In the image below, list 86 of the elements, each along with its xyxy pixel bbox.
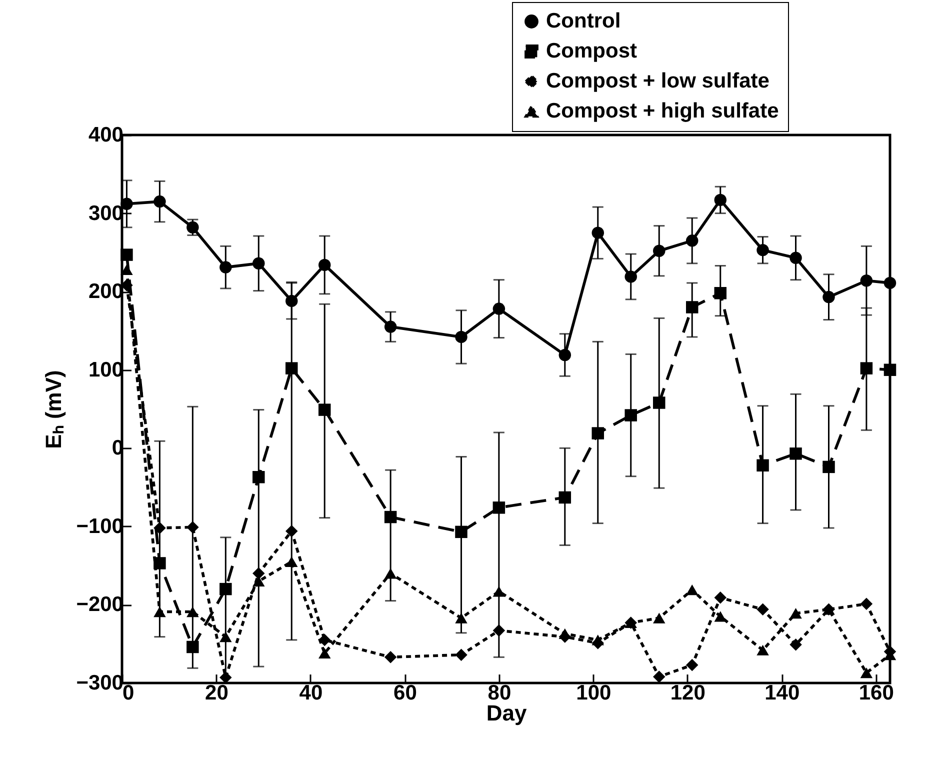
x-tick-label: 20 xyxy=(205,682,228,704)
point xyxy=(186,640,199,654)
point xyxy=(384,510,397,524)
point xyxy=(624,409,637,422)
point xyxy=(686,658,698,672)
point xyxy=(318,258,331,272)
point xyxy=(220,632,232,642)
x-tick-label: 60 xyxy=(394,682,417,704)
point xyxy=(252,257,265,270)
point xyxy=(285,362,298,374)
point xyxy=(285,294,298,308)
point xyxy=(186,606,199,618)
x-tick-label: 100 xyxy=(576,682,612,704)
point xyxy=(624,270,637,283)
point xyxy=(653,396,666,409)
y-tick-label: −200 xyxy=(76,593,124,616)
point xyxy=(154,606,166,618)
point xyxy=(220,261,232,274)
point xyxy=(653,244,666,257)
point xyxy=(455,648,468,661)
point xyxy=(790,252,802,264)
point xyxy=(860,274,873,287)
point xyxy=(884,364,896,376)
point xyxy=(455,330,468,344)
point xyxy=(714,287,727,300)
point xyxy=(860,362,873,374)
point xyxy=(756,459,769,472)
point xyxy=(455,612,468,624)
point xyxy=(686,234,698,247)
point xyxy=(756,603,769,616)
point xyxy=(790,608,802,619)
point xyxy=(822,460,835,474)
point xyxy=(455,526,468,538)
point xyxy=(558,348,572,362)
point xyxy=(884,276,896,290)
point xyxy=(860,668,873,678)
point xyxy=(154,557,166,570)
point xyxy=(154,195,166,208)
point xyxy=(860,598,873,610)
point xyxy=(592,226,604,239)
point xyxy=(120,198,133,210)
point xyxy=(592,634,604,646)
point xyxy=(592,427,604,440)
point xyxy=(120,264,133,275)
point xyxy=(653,670,666,683)
point xyxy=(285,525,298,538)
x-tick-label: 160 xyxy=(858,682,894,704)
point xyxy=(384,320,397,333)
point xyxy=(790,638,802,651)
legend-label: Compost + high sulfate xyxy=(546,100,779,122)
point xyxy=(318,634,331,646)
point xyxy=(558,491,572,504)
point xyxy=(822,290,835,304)
point xyxy=(790,448,802,460)
point xyxy=(756,244,769,256)
point xyxy=(714,194,727,206)
point xyxy=(492,502,506,514)
point xyxy=(154,522,166,534)
legend-label: Compost + low sulfate xyxy=(546,70,770,92)
point xyxy=(252,567,265,580)
point xyxy=(285,556,298,567)
legend-label: Compost xyxy=(546,40,637,62)
point xyxy=(686,584,698,596)
point xyxy=(384,568,397,579)
x-tick-label: 40 xyxy=(299,682,323,704)
x-tick-label: 140 xyxy=(764,682,800,704)
y-tick-label: 400 xyxy=(88,124,124,146)
x-tick-label: 120 xyxy=(670,682,706,704)
legend-label: Control xyxy=(546,10,621,32)
point xyxy=(384,651,397,664)
y-tick-label: −300 xyxy=(76,672,124,694)
point xyxy=(220,582,232,596)
point xyxy=(318,404,331,416)
y-axis-title: Eₕ (mV) xyxy=(41,370,66,449)
point xyxy=(252,470,265,484)
point xyxy=(714,592,727,604)
point xyxy=(686,301,698,314)
point xyxy=(120,248,133,261)
point xyxy=(186,221,199,234)
point xyxy=(492,586,506,597)
point xyxy=(186,521,199,534)
point xyxy=(492,302,506,315)
point xyxy=(756,644,769,656)
point xyxy=(653,612,666,624)
point xyxy=(318,648,331,659)
point xyxy=(492,624,506,637)
